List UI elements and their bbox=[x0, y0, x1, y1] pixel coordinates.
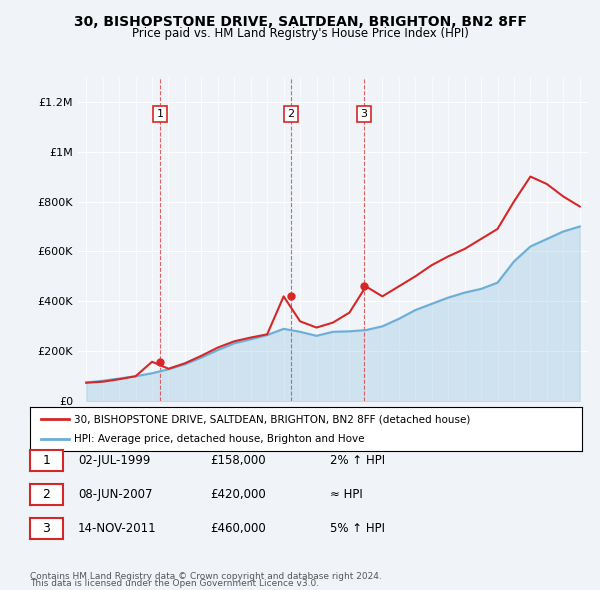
Text: 1: 1 bbox=[157, 109, 164, 119]
Text: Price paid vs. HM Land Registry's House Price Index (HPI): Price paid vs. HM Land Registry's House … bbox=[131, 27, 469, 40]
Text: This data is licensed under the Open Government Licence v3.0.: This data is licensed under the Open Gov… bbox=[30, 579, 319, 588]
Text: 08-JUN-2007: 08-JUN-2007 bbox=[78, 488, 152, 501]
Text: 14-NOV-2011: 14-NOV-2011 bbox=[78, 522, 157, 535]
Text: 2% ↑ HPI: 2% ↑ HPI bbox=[330, 454, 385, 467]
Text: 30, BISHOPSTONE DRIVE, SALTDEAN, BRIGHTON, BN2 8FF (detached house): 30, BISHOPSTONE DRIVE, SALTDEAN, BRIGHTO… bbox=[74, 415, 470, 424]
Text: 3: 3 bbox=[360, 109, 367, 119]
Text: 1: 1 bbox=[43, 454, 50, 467]
Text: ≈ HPI: ≈ HPI bbox=[330, 488, 363, 501]
Text: HPI: Average price, detached house, Brighton and Hove: HPI: Average price, detached house, Brig… bbox=[74, 434, 365, 444]
Text: 2: 2 bbox=[43, 488, 50, 501]
Text: 02-JUL-1999: 02-JUL-1999 bbox=[78, 454, 151, 467]
Text: 5% ↑ HPI: 5% ↑ HPI bbox=[330, 522, 385, 535]
Text: Contains HM Land Registry data © Crown copyright and database right 2024.: Contains HM Land Registry data © Crown c… bbox=[30, 572, 382, 581]
Text: 3: 3 bbox=[43, 522, 50, 535]
Text: £460,000: £460,000 bbox=[210, 522, 266, 535]
Text: 2: 2 bbox=[287, 109, 295, 119]
Text: 30, BISHOPSTONE DRIVE, SALTDEAN, BRIGHTON, BN2 8FF: 30, BISHOPSTONE DRIVE, SALTDEAN, BRIGHTO… bbox=[74, 15, 527, 29]
Text: £158,000: £158,000 bbox=[210, 454, 266, 467]
Text: £420,000: £420,000 bbox=[210, 488, 266, 501]
